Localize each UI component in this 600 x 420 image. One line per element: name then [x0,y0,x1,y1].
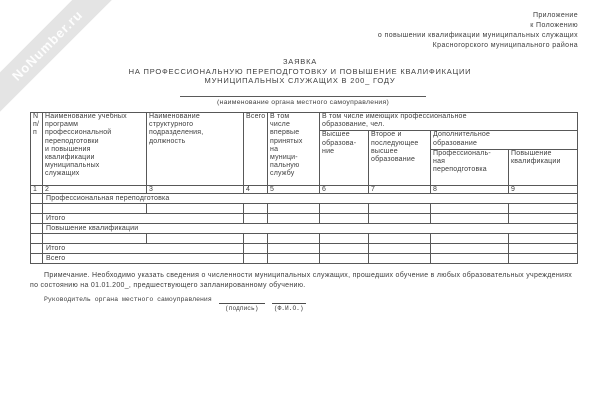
empty-cell [243,242,268,254]
empty-cell [368,252,431,264]
signature-label: Руководитель органа местного самоуправле… [44,296,212,303]
header-cell-total: Всего [243,112,268,186]
fio-blank-line [271,296,306,304]
empty-cell [430,252,509,264]
empty-cell [507,252,579,264]
empty-cell [319,252,369,264]
empty-cell [368,242,431,254]
empty-cell [146,232,244,244]
page-title: ЗАЯВКА НА ПРОФЕССИОНАЛЬНУЮ ПЕРЕПОДГОТОВК… [0,57,600,86]
empty-cell [243,212,268,224]
empty-cell [267,252,320,264]
column-number: 8 [430,184,509,194]
empty-cell [430,212,509,224]
header-cell-additional-education-span: Дополнительное образование [429,130,579,150]
signature-blank-line [218,296,265,304]
title-line-2: НА ПРОФЕССИОНАЛЬНУЮ ПЕРЕПОДГОТОВКУ И ПОВ… [128,66,472,76]
title-line-3: МУНИЦИПАЛЬНЫХ СЛУЖАЩИХ В 200_ ГОДУ [204,76,396,86]
header-cell-programs: Наименование учебных программ профессион… [42,112,147,186]
empty-cell [243,232,268,244]
empty-cell [267,232,320,244]
empty-cell [507,202,579,214]
empty-cell [507,232,579,244]
header-cell-prof-education-span: В том числе имеющих профессиональное обр… [318,111,579,132]
empty-cell [368,232,431,244]
subtotal-row-label: Итого [42,242,244,254]
org-name-caption: (наименование органа местного самоуправл… [216,99,390,106]
appendix-line: Красногорского муниципального района [432,42,578,49]
header-cell-higher-education: Высшее образова- ние [319,130,369,186]
signature-caption-podpis: (подпись) [225,305,259,312]
column-number: 4 [243,184,268,194]
blank-entry-row [30,202,579,214]
empty-cell [30,252,43,264]
empty-cell [30,222,43,234]
appendix-block: Приложение к Положению о повышении квали… [378,11,578,51]
empty-cell [243,202,268,214]
header-cell-num: N п/п [30,112,43,186]
empty-cell [30,232,43,244]
subtotal-row-label: Итого [42,212,244,224]
fio-field: (Ф.И.О.) [271,296,306,312]
empty-cell [42,202,147,214]
header-cell-second-higher: Второе и последующее высшее образование [368,130,431,186]
grand-total-row-label: Всего [42,252,244,264]
signature-caption-fio: (Ф.И.О.) [273,305,304,312]
signature-field: (подпись) [218,296,265,312]
header-cell-first-hired: В том числе впервые принятых на муници- … [267,112,320,186]
column-number: 2 [42,184,147,194]
blank-entry-row [30,232,579,244]
title-line-1: ЗАЯВКА [282,57,318,66]
org-name-blank-line [180,96,426,97]
note-line-1: Примечание. Необходимо указать сведения … [44,272,573,279]
column-number: 1 [30,184,43,194]
column-number-row: 1 2 3 4 5 6 7 8 9 [30,184,579,194]
empty-cell [146,202,244,214]
empty-cell [507,242,579,254]
header-cell-prof-retraining: Профессиональ- ная переподготовка [430,148,509,186]
empty-cell [507,212,579,224]
column-number: 7 [368,184,431,194]
empty-cell [319,232,369,244]
column-number: 3 [146,184,244,194]
empty-cell [267,212,320,224]
empty-cell [267,242,320,254]
column-number: 5 [267,184,320,194]
empty-cell [30,212,43,224]
empty-cell [30,192,43,204]
empty-cell [319,202,369,214]
empty-cell [267,202,320,214]
appendix-line: Приложение [532,12,578,19]
empty-cell [30,202,43,214]
column-number: 9 [507,184,579,194]
empty-cell [319,242,369,254]
empty-cell [368,212,431,224]
section-row-qualification: Повышение квалификации [41,222,579,234]
section-row-retraining: Профессиональная переподготовка [41,192,579,204]
signature-block: Руководитель органа местного самоуправле… [44,296,306,312]
empty-cell [430,202,509,214]
empty-cell [430,242,509,254]
empty-cell [368,202,431,214]
appendix-line: к Положению [530,22,578,29]
empty-cell [30,242,43,254]
header-cell-department: Наименование структурного подразделения,… [146,112,244,186]
note-line-2: по состоянию на 01.01.200_, предшествующ… [30,281,306,289]
appendix-line: о повышении квалификации муниципальных с… [377,32,578,39]
empty-cell [42,232,147,244]
header-cell-qualification: Повышение квалификации [507,148,579,186]
application-table: N п/п Наименование учебных программ проф… [30,111,579,264]
empty-cell [430,232,509,244]
note-block: Примечание. Необходимо указать сведения … [30,271,582,290]
empty-cell [319,212,369,224]
column-number: 6 [319,184,369,194]
empty-cell [243,252,268,264]
